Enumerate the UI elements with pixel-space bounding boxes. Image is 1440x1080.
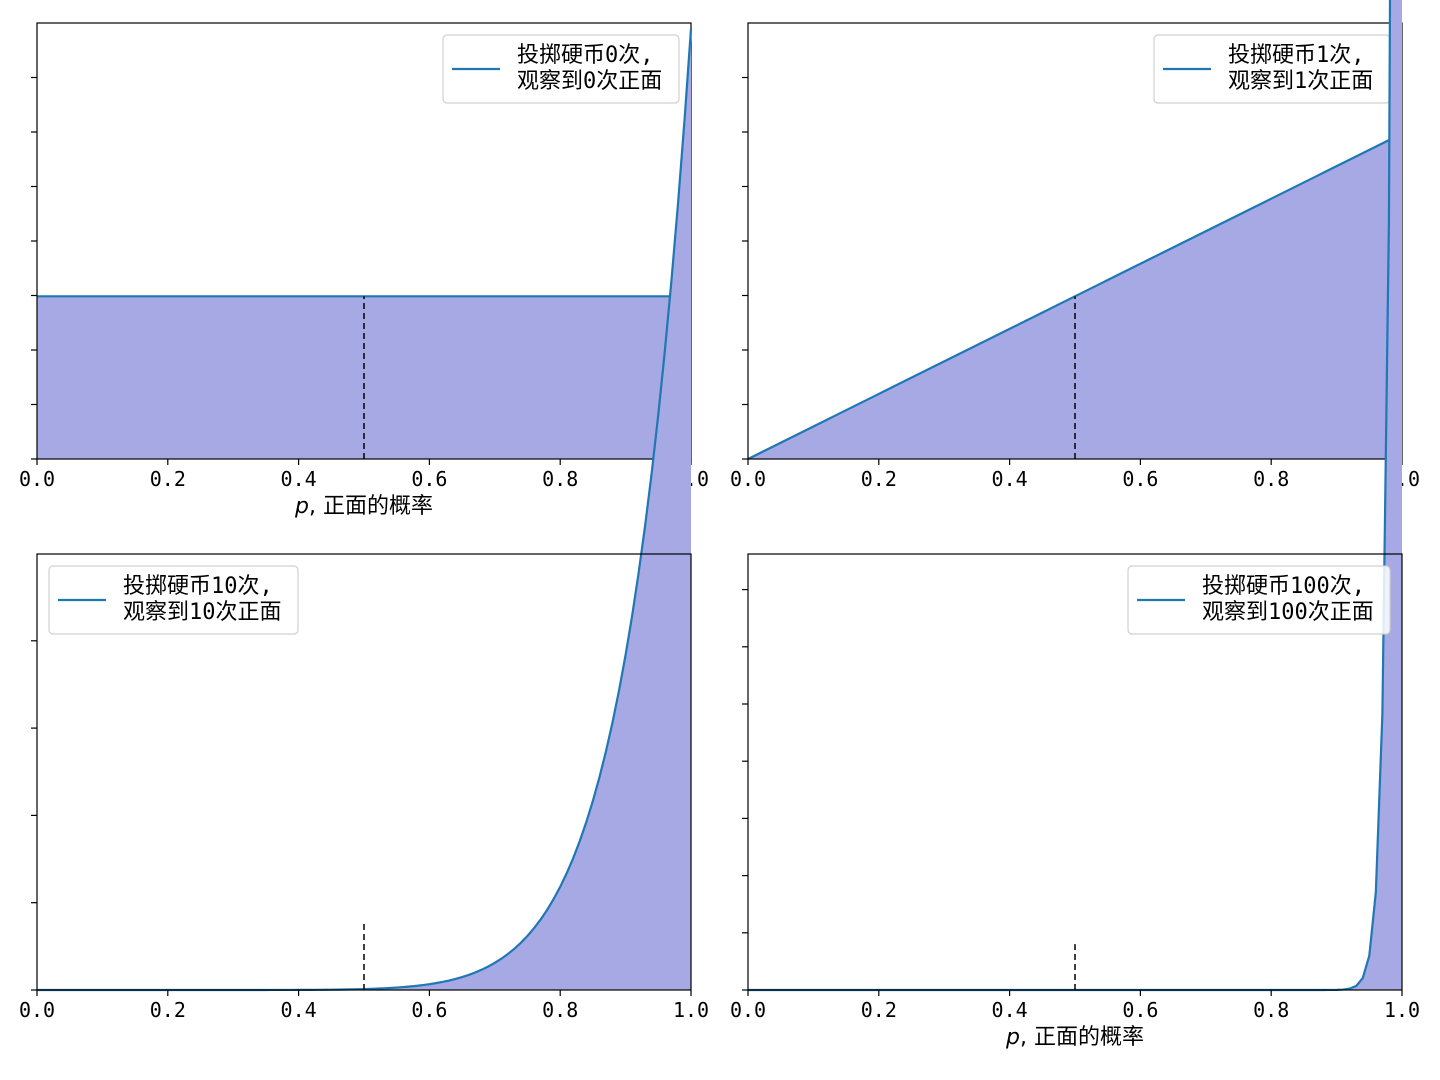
axes-frame <box>36 553 692 991</box>
x-tick-label: 0.6 <box>411 998 447 1022</box>
legend-label: 观察到0次正面 <box>517 69 662 94</box>
x-tick-label: 0.8 <box>1253 998 1289 1022</box>
x-tick-label: 0.4 <box>992 467 1028 491</box>
x-tick-label: 0.8 <box>542 998 578 1022</box>
legend-label: 投掷硬币1次, <box>1228 43 1365 68</box>
x-tick-label: 0.6 <box>411 467 447 491</box>
x-tick-label: 0.2 <box>861 998 897 1022</box>
x-tick-label: 0.0 <box>730 467 766 491</box>
subplot-2: 0.00.20.40.60.81.0投掷硬币1次,观察到1次正面 <box>730 22 1420 491</box>
density-fill <box>748 0 1402 990</box>
x-tick-label: 1.0 <box>673 998 709 1022</box>
density-line <box>748 0 1392 992</box>
legend-label: 投掷硬币0次, <box>517 43 654 68</box>
subplot-4: 0.0 0.2 0.4 0.6 0.8 1.0 p, 正面的概率 投掷硬币100次,观察到10… <box>730 0 1420 1050</box>
x-axis-label: p, 正面的概率 <box>1005 1025 1144 1050</box>
x-tick-label: 0.4 <box>281 998 317 1022</box>
x-tick-label: 0.0 <box>19 467 55 491</box>
density-line <box>747 132 1403 460</box>
legend: 投掷硬币10次,观察到10次正面 <box>48 565 299 635</box>
legend-label: 观察到10次正面 <box>123 600 282 625</box>
legend: 投掷硬币0次,观察到0次正面 <box>442 34 680 104</box>
legend-box <box>1127 565 1391 635</box>
axes-frame <box>747 553 1403 991</box>
x-tick-label: 0.4 <box>281 467 317 491</box>
legend-label: 投掷硬币10次, <box>123 574 273 599</box>
legend: 投掷硬币1次,观察到1次正面 <box>1153 34 1391 104</box>
x-tick-label: 0.0 <box>19 998 55 1022</box>
x-tick-label: 0.6 <box>1122 467 1158 491</box>
x-tick-label: 0.2 <box>150 998 186 1022</box>
x-tick-label: 0.8 <box>542 467 578 491</box>
x-tick-label: 0.0 <box>730 998 766 1022</box>
subplot-3: 0.0 0.2 0.4 0.6 0.8 1.0 投掷硬币10次,观察到10次正面 <box>19 28 709 1022</box>
legend: 投掷硬币100次,观察到100次正面 <box>1127 565 1391 635</box>
x-tick-label: 0.4 <box>992 998 1028 1022</box>
x-tick-label: 0.6 <box>1122 998 1158 1022</box>
density-fill <box>37 28 691 990</box>
x-axis-label: p, 正面的概率 <box>294 494 433 519</box>
legend-box <box>48 565 299 635</box>
legend-label: 投掷硬币100次, <box>1202 574 1365 599</box>
legend-label: 观察到100次正面 <box>1202 600 1374 625</box>
x-tick-label: 0.8 <box>1253 467 1289 491</box>
legend-box <box>442 34 680 104</box>
x-tick-label: 0.2 <box>861 467 897 491</box>
x-tick-label: 0.2 <box>150 467 186 491</box>
x-tick-label: 1.0 <box>1384 998 1420 1022</box>
legend-label: 观察到1次正面 <box>1228 69 1373 94</box>
